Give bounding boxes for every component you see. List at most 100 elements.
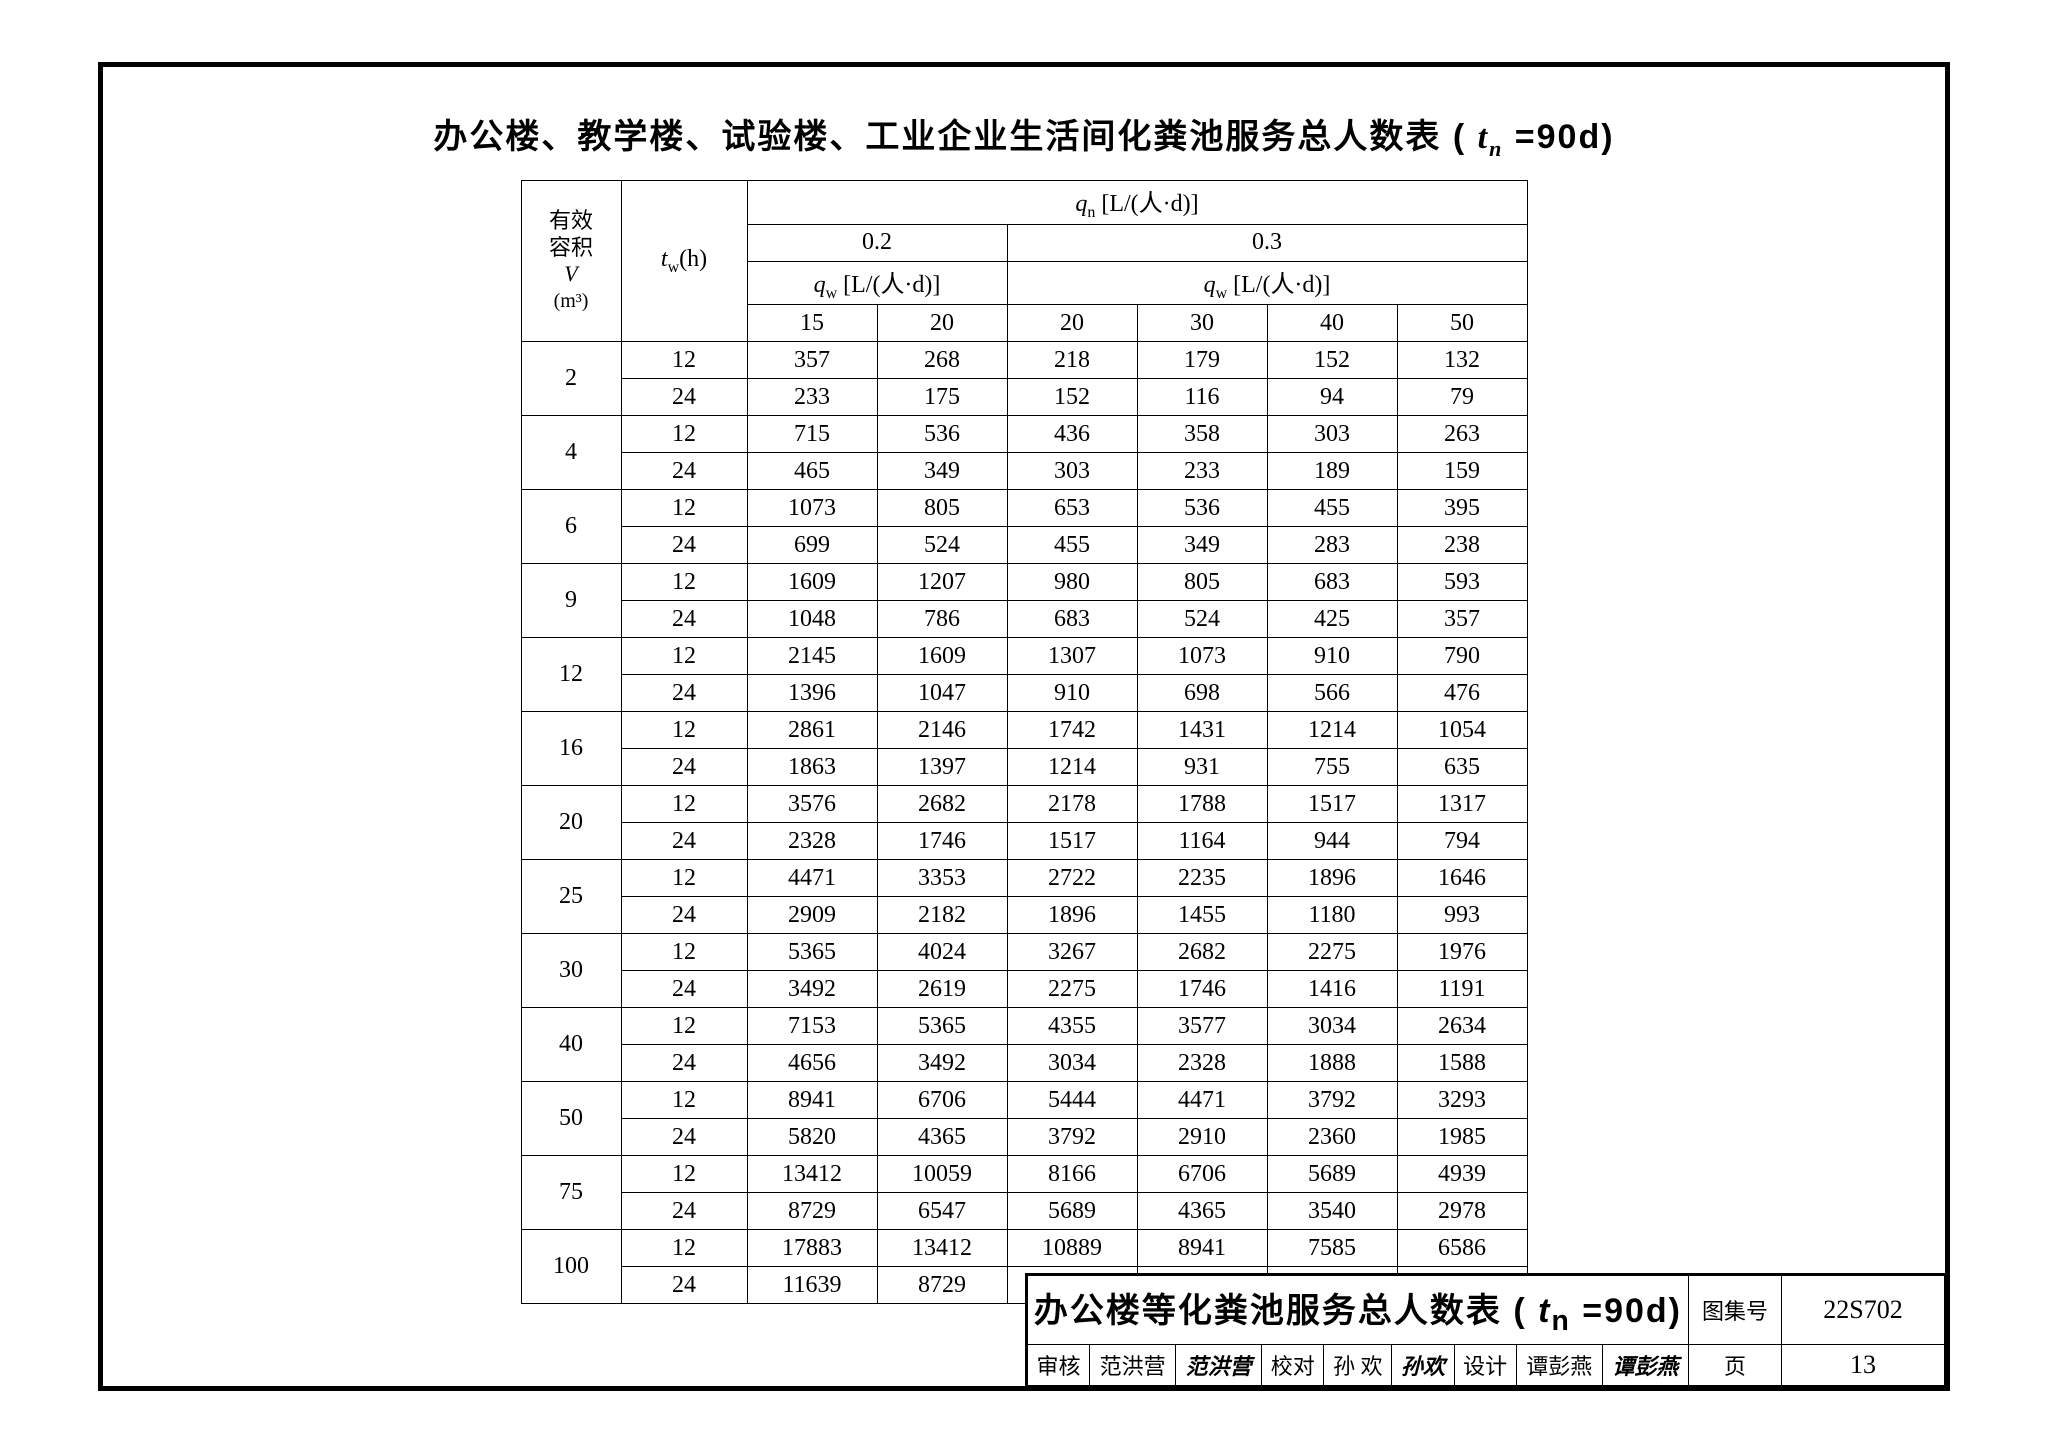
cell-d: 3293 [1397,1082,1527,1119]
page-label: 页 [1689,1345,1782,1386]
cell-d: 2275 [1267,934,1397,971]
cell-v: 9 [521,564,621,638]
hdr-v: 有效容积V(m³) [521,180,621,342]
cell-d: 283 [1267,527,1397,564]
cell-d: 1788 [1137,786,1267,823]
table-row: 12122145160913071073910790 [521,638,1527,675]
cell-d: 1896 [1267,860,1397,897]
cell-d: 268 [877,342,1007,379]
cell-d: 3792 [1007,1119,1137,1156]
cell-d: 303 [1267,416,1397,453]
check-name: 孙 欢 [1324,1345,1392,1386]
table-row: 10012178831341210889894175856586 [521,1230,1527,1267]
cell-d: 786 [877,601,1007,638]
cell-d: 2682 [1137,934,1267,971]
cell-d: 2722 [1007,860,1137,897]
table-row: 2413961047910698566476 [521,675,1527,712]
cell-d: 805 [877,490,1007,527]
cell-d: 1455 [1137,897,1267,934]
cell-t: 24 [621,1119,747,1156]
cell-d: 1746 [877,823,1007,860]
cell-d: 524 [1137,601,1267,638]
cell-d: 357 [747,342,877,379]
cell-d: 699 [747,527,877,564]
cell-d: 5365 [877,1008,1007,1045]
cell-d: 1609 [877,638,1007,675]
table-row: 6121073805653536455395 [521,490,1527,527]
cell-d: 8729 [747,1193,877,1230]
cell-d: 1191 [1397,971,1527,1008]
cell-d: 790 [1397,638,1527,675]
cell-v: 25 [521,860,621,934]
cell-d: 2146 [877,712,1007,749]
cell-d: 3034 [1267,1008,1397,1045]
cell-d: 3492 [747,971,877,1008]
cell-d: 1073 [1137,638,1267,675]
cell-t: 24 [621,675,747,712]
cell-d: 1646 [1397,860,1527,897]
cell-d: 1609 [747,564,877,601]
table-row: 24465349303233189159 [521,453,1527,490]
cell-d: 303 [1007,453,1137,490]
cell-d: 189 [1267,453,1397,490]
cell-t: 12 [621,712,747,749]
cell-d: 455 [1007,527,1137,564]
cell-d: 1396 [747,675,877,712]
cell-d: 3576 [747,786,877,823]
cell-d: 1416 [1267,971,1397,1008]
cell-d: 349 [877,453,1007,490]
cell-d: 1164 [1137,823,1267,860]
cell-v: 50 [521,1082,621,1156]
cell-t: 12 [621,1230,747,1267]
cell-v: 6 [521,490,621,564]
cell-d: 4471 [1137,1082,1267,1119]
qw-col: 20 [1007,305,1137,342]
qn-03: 0.3 [1007,224,1527,261]
cell-v: 16 [521,712,621,786]
title-text: 办公楼、教学楼、试验楼、工业企业生活间化粪池服务总人数表 ( [433,118,1477,156]
cell-d: 653 [1007,490,1137,527]
cell-d: 2235 [1137,860,1267,897]
check-label: 校对 [1262,1345,1324,1386]
audit-sig: 范洪营 [1176,1345,1262,1386]
qw-col: 20 [877,305,1007,342]
cell-d: 233 [1137,453,1267,490]
table-row: 212357268218179152132 [521,342,1527,379]
cell-v: 2 [521,342,621,416]
table-row: 24872965475689436535402978 [521,1193,1527,1230]
cell-d: 4939 [1397,1156,1527,1193]
cell-d: 1863 [747,749,877,786]
cell-d: 1048 [747,601,877,638]
cell-d: 524 [877,527,1007,564]
cell-d: 6547 [877,1193,1007,1230]
cell-d: 436 [1007,416,1137,453]
cell-t: 12 [621,490,747,527]
cell-t: 12 [621,342,747,379]
cell-d: 910 [1007,675,1137,712]
table-row: 2012357626822178178815171317 [521,786,1527,823]
cell-d: 683 [1267,564,1397,601]
cell-d: 2275 [1007,971,1137,1008]
cell-d: 132 [1397,342,1527,379]
cell-d: 465 [747,453,877,490]
table-row: 91216091207980805683593 [521,564,1527,601]
audit-name: 范洪营 [1090,1345,1176,1386]
cell-d: 5820 [747,1119,877,1156]
cell-d: 1397 [877,749,1007,786]
cell-d: 8941 [747,1082,877,1119]
cell-t: 24 [621,379,747,416]
cell-d: 683 [1007,601,1137,638]
table-row: 4012715353654355357730342634 [521,1008,1527,1045]
cell-d: 17883 [747,1230,877,1267]
cell-d: 805 [1137,564,1267,601]
cell-d: 13412 [877,1230,1007,1267]
cell-d: 1214 [1007,749,1137,786]
cell-d: 179 [1137,342,1267,379]
cell-t: 12 [621,1156,747,1193]
cell-d: 4656 [747,1045,877,1082]
cell-t: 24 [621,1193,747,1230]
set-value: 22S702 [1782,1276,1945,1345]
design-sig: 谭彭燕 [1602,1345,1688,1386]
cell-d: 13412 [747,1156,877,1193]
cell-t: 12 [621,1008,747,1045]
